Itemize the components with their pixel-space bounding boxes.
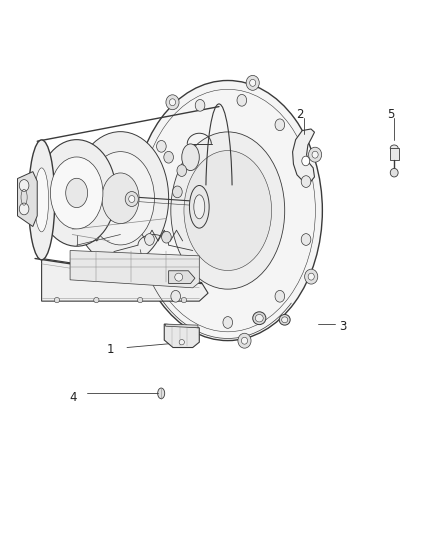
Ellipse shape (250, 79, 256, 86)
Ellipse shape (158, 388, 165, 399)
Ellipse shape (133, 80, 322, 341)
Ellipse shape (35, 168, 49, 232)
Text: 1: 1 (106, 343, 114, 356)
Ellipse shape (301, 176, 311, 188)
Polygon shape (169, 271, 195, 284)
Ellipse shape (145, 233, 154, 245)
Ellipse shape (86, 152, 154, 245)
Polygon shape (164, 324, 199, 348)
Ellipse shape (301, 233, 311, 245)
Ellipse shape (302, 156, 310, 166)
Ellipse shape (138, 297, 143, 303)
FancyBboxPatch shape (390, 148, 399, 160)
Ellipse shape (195, 100, 205, 111)
Ellipse shape (275, 290, 285, 302)
Text: 2: 2 (296, 108, 304, 121)
Ellipse shape (390, 168, 398, 177)
Ellipse shape (28, 140, 55, 260)
Ellipse shape (190, 185, 209, 228)
Ellipse shape (156, 141, 166, 152)
Ellipse shape (171, 290, 180, 302)
Ellipse shape (194, 195, 205, 219)
Ellipse shape (19, 203, 29, 215)
Text: 5: 5 (387, 108, 394, 121)
Ellipse shape (179, 340, 184, 345)
Ellipse shape (390, 145, 398, 151)
Ellipse shape (275, 119, 285, 131)
Ellipse shape (308, 273, 314, 280)
Ellipse shape (255, 314, 263, 322)
Polygon shape (42, 259, 208, 301)
Text: 4: 4 (69, 391, 77, 403)
Ellipse shape (166, 95, 179, 110)
Ellipse shape (175, 273, 183, 281)
Ellipse shape (237, 94, 247, 106)
Ellipse shape (72, 132, 169, 265)
Ellipse shape (162, 231, 171, 243)
Ellipse shape (238, 333, 251, 348)
Ellipse shape (171, 132, 285, 289)
Polygon shape (166, 324, 198, 328)
Ellipse shape (50, 157, 103, 229)
Ellipse shape (246, 75, 259, 90)
Ellipse shape (308, 147, 321, 162)
Ellipse shape (305, 269, 318, 284)
Ellipse shape (312, 151, 318, 158)
Text: 3: 3 (339, 320, 347, 333)
Ellipse shape (173, 186, 182, 198)
Ellipse shape (279, 314, 290, 325)
Ellipse shape (177, 165, 187, 176)
Ellipse shape (282, 317, 288, 322)
Ellipse shape (37, 140, 116, 246)
Ellipse shape (223, 317, 233, 328)
Ellipse shape (125, 191, 138, 206)
Ellipse shape (54, 297, 60, 303)
Ellipse shape (129, 196, 135, 203)
Ellipse shape (241, 337, 247, 344)
Ellipse shape (170, 99, 176, 106)
Polygon shape (70, 251, 199, 288)
Ellipse shape (102, 173, 139, 224)
Ellipse shape (182, 144, 199, 171)
Ellipse shape (164, 151, 173, 163)
Polygon shape (18, 172, 37, 227)
Ellipse shape (66, 178, 88, 207)
Ellipse shape (181, 297, 187, 303)
Ellipse shape (94, 297, 99, 303)
Ellipse shape (253, 312, 266, 325)
Polygon shape (293, 129, 314, 182)
Ellipse shape (19, 180, 29, 191)
Ellipse shape (184, 151, 272, 271)
